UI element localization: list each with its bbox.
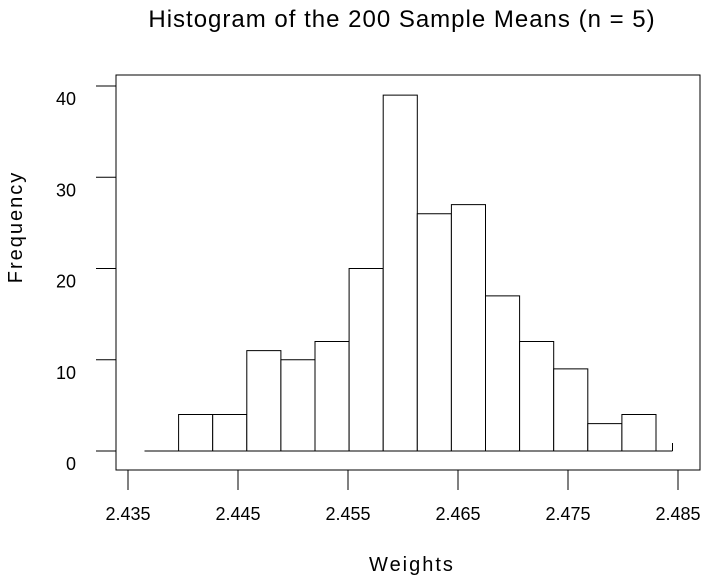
x-tick-label: 2.445 (215, 504, 260, 524)
y-tick-label: 20 (56, 272, 76, 292)
histogram-bar (348, 268, 384, 452)
y-tick-label: 40 (56, 89, 76, 109)
histogram-bar (246, 350, 282, 452)
histogram-bars (144, 94, 673, 452)
x-tick-label: 2.485 (655, 504, 700, 524)
x-tick-label: 2.435 (105, 504, 150, 524)
y-axis: 0 10 20 30 40 (56, 85, 116, 474)
histogram-bar (212, 414, 248, 452)
y-axis-label: Frequency (5, 171, 27, 284)
histogram-bar (485, 295, 521, 452)
x-axis-label: Weights (369, 554, 455, 576)
histogram-bar (621, 414, 657, 452)
chart-title: Histogram of the 200 Sample Means (n = 5… (148, 6, 655, 33)
histogram-bar (450, 204, 486, 452)
x-tick-label: 2.465 (435, 504, 480, 524)
histogram-bar (178, 414, 214, 452)
x-tick-label: 2.455 (325, 504, 370, 524)
histogram-bar (553, 368, 589, 452)
y-tick-label: 10 (56, 363, 76, 383)
y-tick-label: 30 (56, 180, 76, 200)
histogram-bar (587, 423, 623, 452)
y-tick-label: 0 (66, 454, 76, 474)
plot-frame (115, 74, 701, 471)
histogram-bar (382, 94, 418, 452)
histogram-bar (519, 341, 555, 452)
histogram-bar (314, 341, 350, 452)
histogram-bar (416, 213, 452, 452)
x-tick-label: 2.475 (545, 504, 590, 524)
histogram-bar (280, 359, 316, 452)
x-axis: 2.435 2.445 2.455 2.465 2.475 2.485 (105, 470, 701, 524)
